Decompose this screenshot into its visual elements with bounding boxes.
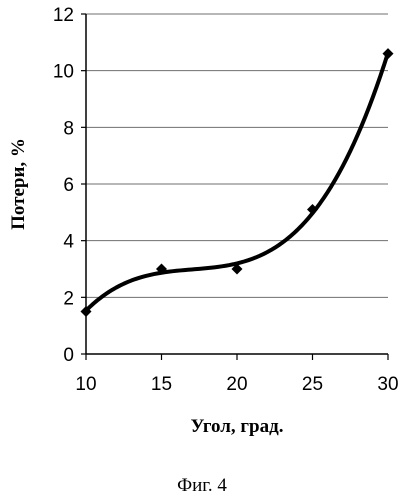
y-tick-label: 8 [63,118,74,139]
data-point [383,48,394,59]
plot-area [81,48,394,317]
x-tick-label: 15 [151,374,172,395]
x-tick-label: 10 [75,374,96,395]
y-tick-label: 0 [63,345,74,366]
x-tick-label: 25 [302,374,323,395]
y-tick-label: 6 [63,175,74,196]
y-tick-label: 10 [53,62,74,83]
x-tick-label: 20 [226,374,247,395]
y-tick-label: 2 [63,288,74,309]
x-axis-title: Угол, град. [190,416,283,437]
figure-caption: Фиг. 4 [177,475,227,496]
y-tick-label: 12 [53,5,74,26]
grid-lines [86,14,388,297]
x-tick-label: 30 [377,374,398,395]
y-tick-label: 4 [63,232,74,253]
x-axis-ticks: 10 15 20 25 30 [75,354,398,395]
y-axis-title: Потери, % [8,138,29,230]
